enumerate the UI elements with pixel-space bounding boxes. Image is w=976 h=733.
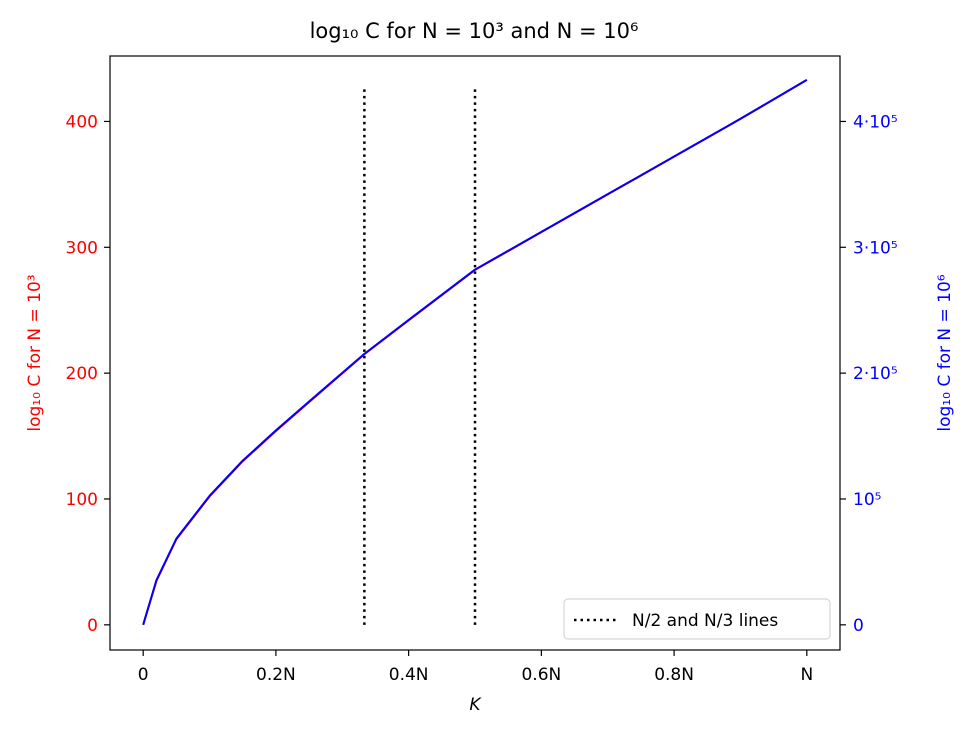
right-y-axis-label: log₁₀ C for N = 10⁶: [935, 274, 955, 431]
x-tick-label: 0.6N: [521, 665, 561, 685]
legend-entry-label: N/2 and N/3 lines: [632, 611, 778, 631]
x-tick-label: 0.4N: [389, 665, 429, 685]
right-y-tick-label: 0: [853, 616, 864, 636]
left-y-axis-label: log₁₀ C for N = 10³: [25, 274, 45, 431]
right-y-tick-label: 2·10⁵: [853, 364, 898, 384]
left-y-axis-ticks: 0 100 200 300 400: [66, 112, 110, 636]
x-tick-label: 0.2N: [256, 665, 296, 685]
legend-box: [563, 598, 831, 640]
legend: N/2 and N/3 lines: [563, 598, 831, 640]
plot-frame: [109, 55, 841, 651]
x-axis-label: K: [469, 695, 482, 715]
right-y-axis-ticks: 0 10⁵ 2·10⁵ 3·10⁵ 4·10⁵: [840, 112, 898, 636]
left-y-tick-label: 100: [66, 490, 98, 510]
x-axis-ticks: 0 0.2N 0.4N 0.6N 0.8N N: [138, 650, 813, 685]
right-y-tick-label: 3·10⁵: [853, 238, 898, 258]
left-y-tick-label: 300: [66, 238, 98, 258]
left-y-tick-label: 400: [66, 112, 98, 132]
series-line-right: [142, 79, 808, 626]
x-tick-label: N: [800, 665, 813, 685]
left-y-tick-label: 200: [66, 364, 98, 384]
reference-lines: [363, 86, 477, 625]
right-y-tick-label: 4·10⁵: [853, 112, 898, 132]
x-tick-label: 0: [138, 665, 149, 685]
right-y-tick-label: 10⁵: [853, 490, 881, 510]
x-tick-label: 0.8N: [654, 665, 694, 685]
left-y-tick-label: 0: [87, 616, 98, 636]
chart-title: log₁₀ C for N = 10³ and N = 10⁶: [310, 19, 639, 43]
series-lines: [142, 79, 808, 626]
